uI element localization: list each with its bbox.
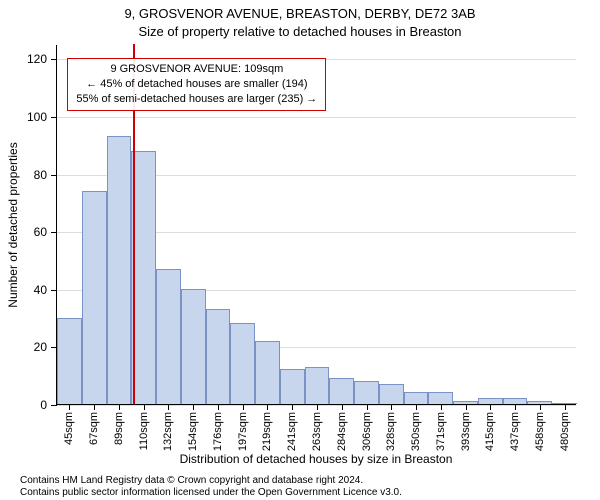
bar bbox=[255, 341, 280, 404]
bar bbox=[354, 381, 379, 404]
x-tick bbox=[218, 404, 219, 410]
y-tick bbox=[51, 405, 57, 406]
bar bbox=[404, 392, 429, 404]
bar bbox=[428, 392, 453, 404]
x-axis-label: Distribution of detached houses by size … bbox=[56, 452, 576, 466]
x-tick-label: 241sqm bbox=[286, 412, 298, 451]
attribution-line: Contains HM Land Registry data © Crown c… bbox=[20, 475, 363, 486]
y-tick-label: 100 bbox=[27, 110, 47, 124]
x-tick bbox=[292, 404, 293, 410]
bar bbox=[57, 318, 82, 404]
x-tick-label: 132sqm bbox=[162, 412, 174, 451]
x-tick-label: 89sqm bbox=[113, 412, 125, 445]
bar bbox=[280, 369, 305, 404]
annotation-line: ← 45% of detached houses are smaller (19… bbox=[76, 77, 317, 92]
bar bbox=[379, 384, 404, 404]
bar bbox=[82, 191, 107, 404]
y-tick-label: 60 bbox=[34, 225, 47, 239]
x-tick-label: 176sqm bbox=[212, 412, 224, 451]
x-tick bbox=[391, 404, 392, 410]
x-tick-label: 219sqm bbox=[261, 412, 273, 451]
annotation-box: 9 GROSVENOR AVENUE: 109sqm ← 45% of deta… bbox=[67, 58, 326, 111]
x-tick bbox=[466, 404, 467, 410]
y-tick-label: 0 bbox=[40, 398, 47, 412]
x-tick-label: 458sqm bbox=[534, 412, 546, 451]
x-tick bbox=[317, 404, 318, 410]
y-tick-label: 120 bbox=[27, 52, 47, 66]
y-tick-label: 40 bbox=[34, 283, 47, 297]
x-tick bbox=[416, 404, 417, 410]
y-tick-label: 80 bbox=[34, 168, 47, 182]
x-tick-label: 328sqm bbox=[385, 412, 397, 451]
bar bbox=[230, 323, 255, 404]
chart-figure: 9, GROSVENOR AVENUE, BREASTON, DERBY, DE… bbox=[0, 0, 600, 500]
y-tick bbox=[51, 117, 57, 118]
x-tick-label: 393sqm bbox=[460, 412, 472, 451]
chart-title-sub: Size of property relative to detached ho… bbox=[0, 24, 600, 39]
y-axis-label: Number of detached properties bbox=[6, 142, 20, 307]
x-tick bbox=[168, 404, 169, 410]
x-tick-label: 45sqm bbox=[63, 412, 75, 445]
x-tick bbox=[441, 404, 442, 410]
x-tick bbox=[119, 404, 120, 410]
x-tick-label: 415sqm bbox=[484, 412, 496, 451]
x-tick bbox=[193, 404, 194, 410]
bar bbox=[206, 309, 231, 404]
x-tick-label: 154sqm bbox=[187, 412, 199, 451]
chart-title-main: 9, GROSVENOR AVENUE, BREASTON, DERBY, DE… bbox=[0, 6, 600, 21]
plot-area: 02040608010012045sqm67sqm89sqm110sqm132s… bbox=[56, 45, 576, 405]
x-tick bbox=[243, 404, 244, 410]
bar bbox=[156, 269, 181, 404]
bar bbox=[181, 289, 206, 404]
annotation-line: 9 GROSVENOR AVENUE: 109sqm bbox=[76, 62, 317, 77]
x-tick bbox=[144, 404, 145, 410]
x-tick-label: 67sqm bbox=[88, 412, 100, 445]
bar bbox=[329, 378, 354, 404]
x-tick bbox=[69, 404, 70, 410]
x-tick bbox=[94, 404, 95, 410]
x-tick bbox=[267, 404, 268, 410]
y-tick bbox=[51, 59, 57, 60]
x-tick bbox=[490, 404, 491, 410]
x-tick-label: 284sqm bbox=[336, 412, 348, 451]
x-tick-label: 480sqm bbox=[559, 412, 571, 451]
x-tick-label: 263sqm bbox=[311, 412, 323, 451]
x-tick-label: 371sqm bbox=[435, 412, 447, 451]
bar bbox=[107, 136, 132, 404]
attribution-line: Contains public sector information licen… bbox=[20, 487, 402, 498]
x-tick bbox=[342, 404, 343, 410]
y-tick-label: 20 bbox=[34, 340, 47, 354]
x-tick-label: 350sqm bbox=[410, 412, 422, 451]
x-tick-label: 197sqm bbox=[237, 412, 249, 451]
x-tick bbox=[515, 404, 516, 410]
x-tick-label: 437sqm bbox=[509, 412, 521, 451]
annotation-line: 55% of semi-detached houses are larger (… bbox=[76, 92, 317, 107]
y-tick bbox=[51, 232, 57, 233]
x-tick-label: 110sqm bbox=[138, 412, 150, 450]
x-tick-label: 306sqm bbox=[361, 412, 373, 451]
x-tick bbox=[565, 404, 566, 410]
y-tick bbox=[51, 290, 57, 291]
x-tick bbox=[367, 404, 368, 410]
y-tick bbox=[51, 175, 57, 176]
bar bbox=[305, 367, 330, 404]
x-tick bbox=[540, 404, 541, 410]
